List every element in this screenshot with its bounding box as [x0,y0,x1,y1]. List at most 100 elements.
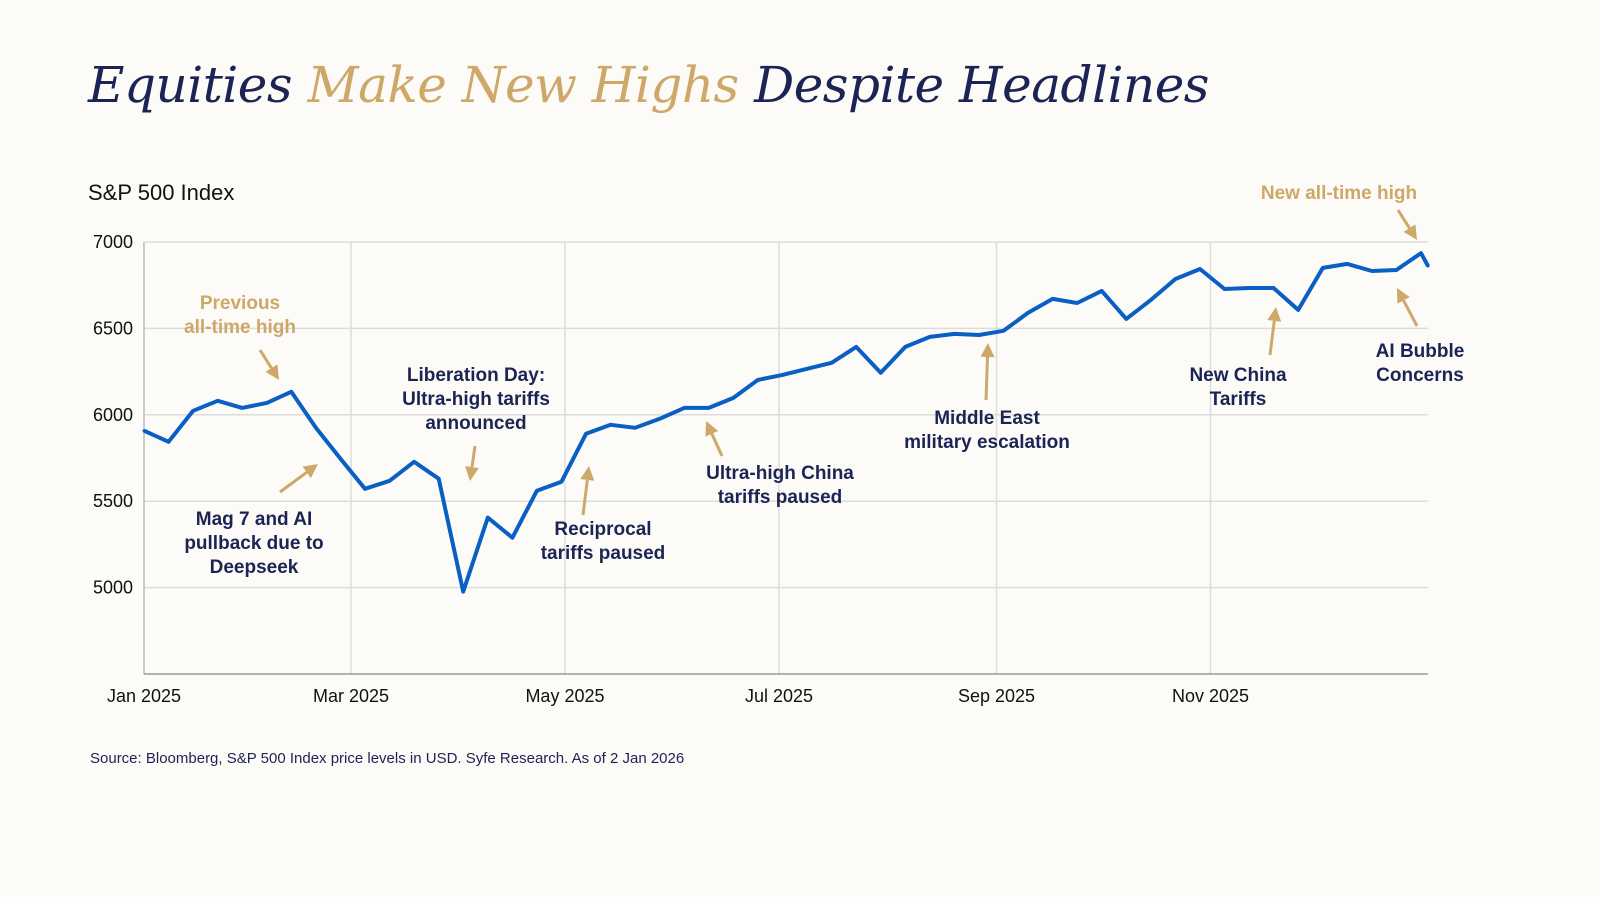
data-points [142,251,1430,594]
data-point [142,429,146,433]
data-point [388,479,392,483]
annotation-middle-east: Middle East military escalation [904,408,1070,453]
arrow-ai-bubble [1397,288,1419,327]
x-tick-label: May 2025 [525,686,604,706]
data-point [830,361,834,365]
data-point [216,399,220,403]
data-point [461,590,465,594]
data-point [805,367,809,371]
arrow-head-icon [1397,288,1410,304]
annotation-ai-bubble: AI Bubble Concerns [1375,341,1465,386]
y-tick-label: 6000 [93,405,133,425]
data-point [1426,264,1430,268]
x-tick-label: Nov 2025 [1172,686,1249,706]
data-point [1321,266,1325,270]
annotation-previous-high: Previous all-time high [184,293,296,338]
x-tick-label: Jul 2025 [745,686,813,706]
arrow-middle-east [980,343,995,401]
arrow-shaft [1268,320,1276,356]
data-point [338,457,342,461]
x-tick-label: Mar 2025 [313,686,389,706]
annotation-new-china: New China Tariffs [1189,365,1287,410]
data-point [1002,329,1006,333]
arrow-head-icon [465,466,479,481]
arrow-shaft [470,445,477,468]
data-point [265,401,269,405]
data-point [486,516,490,520]
arrow-shaft [581,479,589,516]
y-tick-label: 6500 [93,318,133,338]
data-point [510,536,514,540]
data-point [1296,308,1300,312]
data-point [879,371,883,375]
data-point [535,489,539,493]
title-part-2: Despite Headlines [738,56,1209,114]
arrow-new-high [1396,209,1417,240]
arrow-shaft [1402,299,1419,327]
page-title: Equities Make New Highs Despite Headline… [88,56,1209,114]
data-point [633,426,637,430]
data-point [191,409,195,413]
data-point [412,460,416,464]
data-point [928,335,932,339]
data-point [1173,277,1177,281]
x-tick-label: Jan 2025 [107,686,181,706]
data-point [240,406,244,410]
data-point [1223,287,1227,291]
arrow-reciprocal [580,466,595,516]
data-point [167,440,171,444]
data-point [1345,262,1349,266]
data-point [1075,301,1079,305]
data-point [1026,311,1030,315]
data-point [314,426,318,430]
arrow-new-china [1267,307,1282,356]
data-point [559,480,563,484]
arrow-shaft [984,356,990,401]
arrow-shaft [1396,209,1411,229]
data-point [903,345,907,349]
annotation-mag7: Mag 7 and AI pullback due to Deepseek [184,509,324,578]
arrow-head-icon [1267,307,1282,322]
annotation-liberation-day: Liberation Day: Ultra-high tariffs announc… [402,365,550,434]
data-point [1198,267,1202,271]
data-point [584,432,588,436]
data-point [1051,297,1055,301]
arrow-head-icon [1403,224,1417,240]
arrow-head-icon [705,421,719,437]
data-point [1247,286,1251,290]
data-point [1124,317,1128,321]
arrow-china-paused [705,421,724,457]
data-point [1100,289,1104,293]
tick-labels: 5000 5500 6000 6500 7000 Jan 2025 Mar 2025 May … [93,232,1249,706]
arrow-mag7 [279,464,318,494]
y-tick-label: 5000 [93,578,133,598]
grid [143,241,1428,675]
annotation-new-high: New all-time high [1260,183,1418,204]
data-point [977,333,981,337]
source-note: Source: Bloomberg, S&P 500 Index price l… [90,750,685,767]
arrow-head-icon [265,364,279,380]
arrow-head-icon [580,466,595,481]
data-point [780,373,784,377]
data-point [731,396,735,400]
data-point [756,378,760,382]
arrow-shaft [279,471,308,494]
data-point [437,477,441,481]
annotation-reciprocal: Reciprocal tariffs paused [540,519,666,564]
annotation-china-paused: Ultra-high China tariffs paused [706,463,854,508]
data-point [1149,298,1153,302]
title-part-1: Equities [88,56,308,114]
data-point [1370,269,1374,273]
data-point [1394,268,1398,272]
y-tick-label: 7000 [93,232,133,252]
annotation-arrows [258,209,1419,516]
data-point [682,406,686,410]
series-line-sp500 [143,251,1430,594]
data-point [854,345,858,349]
data-point [289,390,293,394]
arrow-head-icon [980,343,995,358]
x-tick-label: Sep 2025 [958,686,1035,706]
data-point [658,417,662,421]
arrow-shaft [710,433,724,457]
